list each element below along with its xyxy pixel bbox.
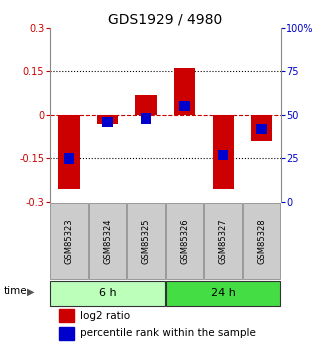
Title: GDS1929 / 4980: GDS1929 / 4980 [108, 12, 222, 27]
Bar [256, 124, 267, 134]
FancyBboxPatch shape [89, 203, 126, 279]
Text: GSM85326: GSM85326 [180, 218, 189, 264]
FancyBboxPatch shape [166, 203, 204, 279]
Text: percentile rank within the sample: percentile rank within the sample [80, 328, 256, 338]
Bar [251, 115, 272, 141]
Bar [64, 153, 74, 164]
Bar [135, 95, 157, 115]
FancyBboxPatch shape [204, 203, 242, 279]
Text: GSM85325: GSM85325 [142, 218, 151, 264]
Bar [58, 115, 80, 189]
Text: log2 ratio: log2 ratio [80, 311, 130, 321]
Bar [59, 327, 74, 340]
Text: GSM85328: GSM85328 [257, 218, 266, 264]
Text: 6 h: 6 h [99, 288, 116, 298]
Text: ▶: ▶ [27, 286, 35, 296]
FancyBboxPatch shape [127, 203, 165, 279]
Bar [213, 115, 234, 189]
Bar [179, 101, 190, 111]
Text: 24 h: 24 h [211, 288, 236, 298]
Bar [102, 117, 113, 127]
Bar [174, 68, 195, 115]
Bar [97, 115, 118, 124]
Text: time: time [3, 286, 27, 296]
Text: GSM85327: GSM85327 [219, 218, 228, 264]
Bar [59, 309, 74, 322]
FancyBboxPatch shape [50, 203, 88, 279]
FancyBboxPatch shape [243, 203, 281, 279]
FancyBboxPatch shape [166, 280, 281, 306]
Text: GSM85323: GSM85323 [65, 218, 74, 264]
Text: GSM85324: GSM85324 [103, 218, 112, 264]
Bar [141, 113, 152, 124]
FancyBboxPatch shape [50, 280, 165, 306]
Bar [218, 150, 229, 160]
